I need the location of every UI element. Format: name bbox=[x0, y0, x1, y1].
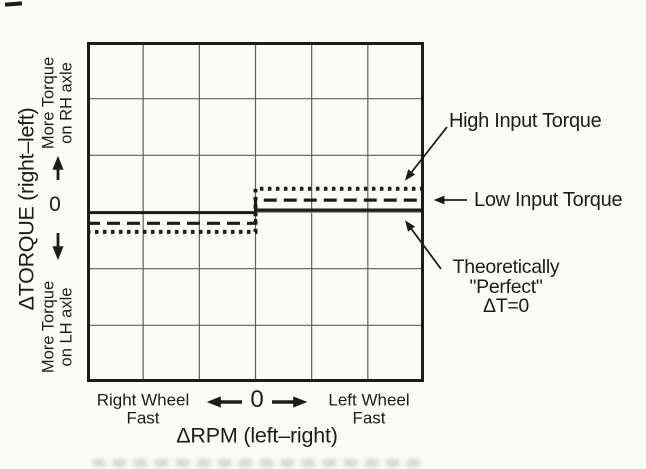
x-axis-label-right-wheel-line1: Right Wheel bbox=[96, 390, 190, 410]
x-axis-label-left-wheel-line2: Fast bbox=[352, 408, 386, 427]
x-axis-zero-label: 0 bbox=[250, 386, 264, 413]
series-line-solid bbox=[87, 208, 424, 215]
x-axis-label-right-wheel-fast: Right Wheel Fast bbox=[88, 390, 198, 427]
y-axis-zero-label: 0 bbox=[49, 193, 61, 216]
y-axis-label-more-lh-line1: More Torque bbox=[39, 280, 58, 374]
y-axis-label-more-lh: More Torque on LH axle bbox=[40, 281, 77, 373]
scan-artifact-mark bbox=[4, 1, 23, 7]
legend-perfect-line2: "Perfect" bbox=[469, 275, 543, 298]
plot-grid-and-series bbox=[87, 42, 424, 382]
legend-low-input-torque: Low Input Torque bbox=[474, 189, 623, 211]
legend-high-input-torque: High Input Torque bbox=[449, 110, 602, 132]
y-axis-label-more-rh-line2: on RH axle bbox=[58, 62, 76, 144]
cut-off-caption bbox=[92, 459, 422, 467]
y-axis-title: ΔTORQUE (right–left) bbox=[14, 107, 39, 311]
x-axis-title: ΔRPM (left–right) bbox=[176, 423, 338, 448]
y-axis-label-more-rh-line1: More Torque bbox=[39, 56, 58, 150]
x-axis-label-left-wheel-fast: Left Wheel Fast bbox=[314, 390, 424, 427]
x-axis-label-right-wheel-line2: Fast bbox=[126, 408, 160, 427]
legend-perfect-line1: Theoretically bbox=[452, 256, 560, 278]
legend-theoretically-perfect: Theoretically "Perfect" ΔT=0 bbox=[436, 256, 576, 317]
y-axis-label-more-rh: More Torque on RH axle bbox=[40, 57, 77, 149]
legend-perfect-line3: ΔT=0 bbox=[483, 295, 529, 317]
y-axis-label-more-lh-line2: on LH axle bbox=[58, 287, 76, 367]
plot-area bbox=[87, 42, 424, 382]
x-axis-label-left-wheel-line1: Left Wheel bbox=[328, 390, 410, 410]
